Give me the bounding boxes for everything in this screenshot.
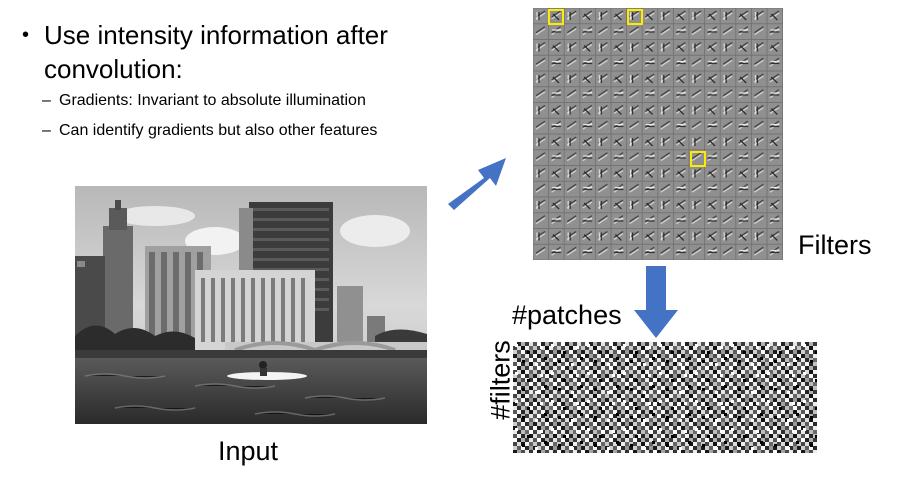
filters-axis-label: #filters [485, 340, 516, 420]
main-bullet-text: Use intensity information after convolut… [44, 20, 388, 84]
patches-label: #patches [512, 300, 622, 330]
highlighted-filter-3 [690, 151, 706, 167]
sub-bullet-marker: – [42, 122, 51, 139]
response-matrix-image [513, 342, 817, 453]
filters-label: Filters [798, 230, 872, 260]
arrow-to-filters-icon [448, 158, 506, 210]
bullet-marker: • [22, 24, 30, 46]
filter-bank-image [533, 8, 783, 260]
filter-bank-grid [533, 8, 783, 260]
arrow-down-icon [634, 266, 678, 338]
input-label: Input [218, 436, 279, 466]
input-photo [75, 186, 427, 424]
sub-bullet-features-text: Can identify gradients but also other fe… [59, 122, 378, 139]
main-bullet: • Use intensity information after convol… [22, 18, 442, 86]
highlighted-filter-2 [627, 9, 643, 25]
sub-bullet-marker: – [42, 92, 51, 109]
sub-bullet-gradients-text: Gradients: Invariant to absolute illumin… [59, 92, 366, 109]
highlighted-filter-1 [548, 9, 564, 25]
sub-bullet-features: – Can identify gradients but also other … [42, 120, 412, 142]
sub-bullet-gradients: – Gradients: Invariant to absolute illum… [42, 90, 462, 112]
